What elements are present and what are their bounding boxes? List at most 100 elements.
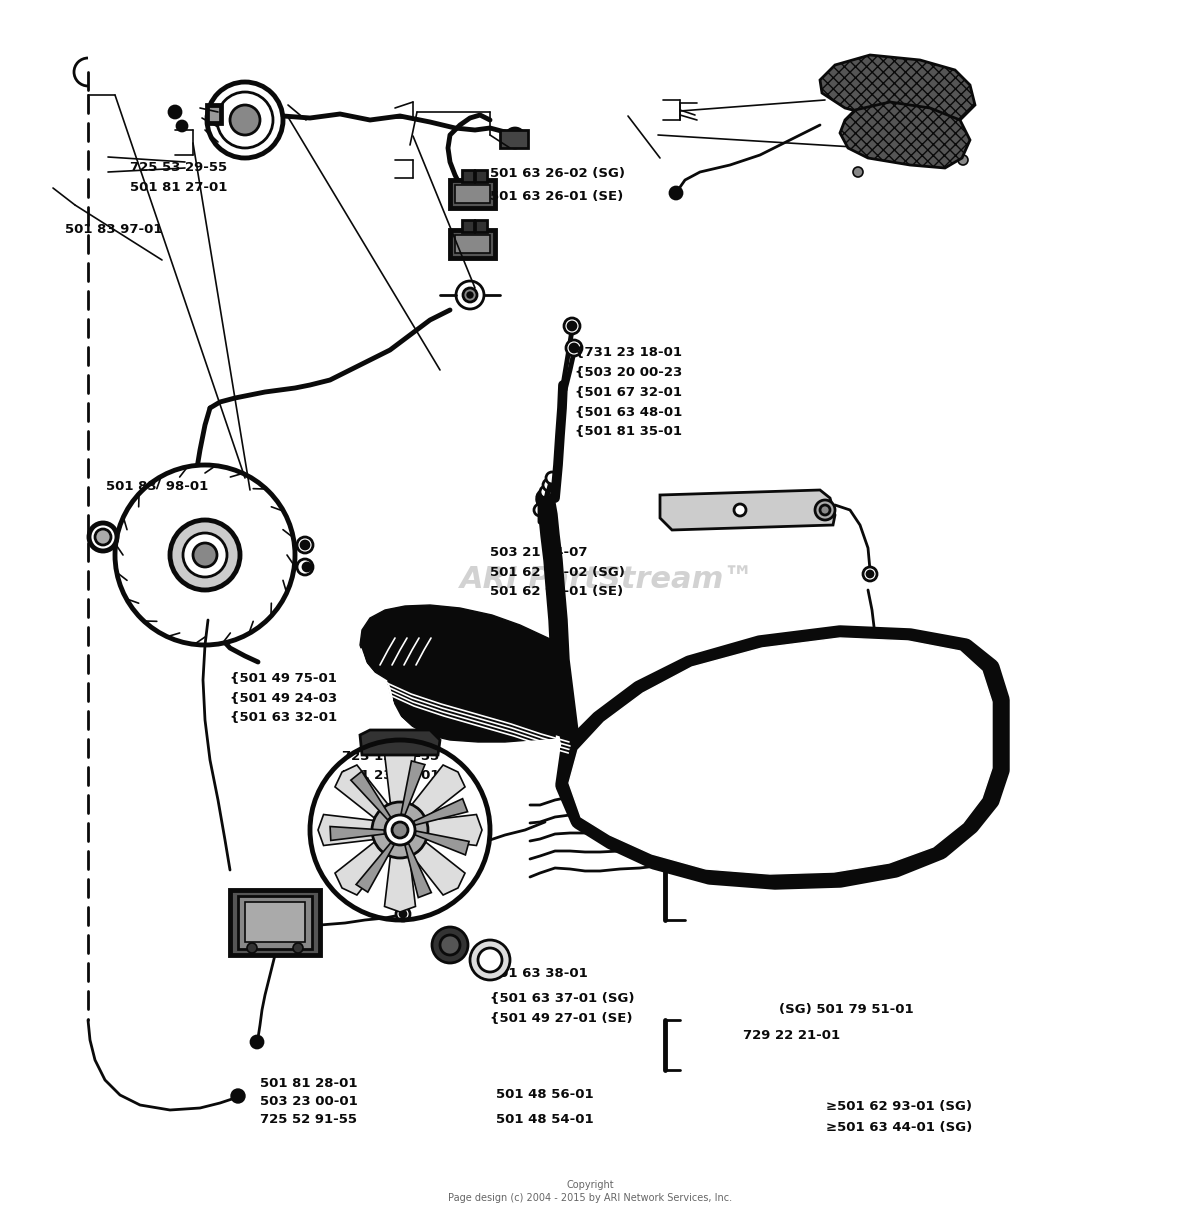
Text: 503 21 14-07: 503 21 14-07 (490, 547, 588, 559)
Bar (229, 543, 266, 567)
Circle shape (293, 943, 303, 953)
Text: 725 53 29-55: 725 53 29-55 (130, 161, 227, 173)
Circle shape (247, 943, 257, 953)
Circle shape (867, 571, 873, 577)
Circle shape (568, 322, 576, 330)
Circle shape (670, 187, 682, 199)
Text: 501 62 90-02 (SG): 501 62 90-02 (SG) (490, 566, 624, 578)
Polygon shape (405, 844, 432, 898)
Bar (463, 221, 474, 231)
Bar (206, 497, 245, 541)
Circle shape (537, 494, 549, 505)
Circle shape (183, 533, 227, 577)
Circle shape (194, 543, 217, 567)
Text: 501 81 27-01: 501 81 27-01 (130, 182, 228, 194)
Circle shape (570, 344, 578, 351)
Text: 731 23 10-01: 731 23 10-01 (342, 770, 440, 782)
Text: {501 49 24-03: {501 49 24-03 (230, 692, 337, 704)
Text: {501 67 32-01: {501 67 32-01 (575, 387, 682, 399)
Bar (455, 185, 490, 202)
Circle shape (853, 167, 863, 177)
Text: 725 52 91-55: 725 52 91-55 (260, 1114, 356, 1126)
Circle shape (297, 559, 313, 574)
Text: {501 63 37-01 (SG): {501 63 37-01 (SG) (490, 993, 634, 1005)
Circle shape (230, 105, 260, 135)
Bar (238, 896, 312, 949)
Circle shape (170, 520, 240, 590)
Circle shape (872, 635, 878, 641)
Circle shape (564, 318, 581, 335)
Circle shape (372, 802, 428, 858)
Circle shape (251, 1036, 263, 1048)
Circle shape (535, 504, 546, 516)
Text: 501 83 97-01: 501 83 97-01 (65, 223, 163, 235)
Text: 501 83  98-01: 501 83 98-01 (106, 480, 209, 492)
Polygon shape (350, 771, 391, 819)
Text: 501 48 56-01: 501 48 56-01 (496, 1088, 594, 1100)
Bar (206, 104, 222, 124)
Text: {501 81 35-01: {501 81 35-01 (575, 425, 682, 438)
Polygon shape (360, 730, 440, 755)
Text: Copyright: Copyright (566, 1180, 614, 1190)
Polygon shape (360, 605, 568, 738)
Polygon shape (415, 831, 470, 854)
Circle shape (432, 927, 468, 964)
Text: ≥501 62 93-01 (SG): ≥501 62 93-01 (SG) (826, 1100, 972, 1113)
Polygon shape (840, 102, 970, 168)
Polygon shape (335, 842, 388, 894)
Text: {503 20 00-23: {503 20 00-23 (575, 366, 682, 378)
Text: 501 63 26-02 (SG): 501 63 26-02 (SG) (490, 167, 624, 179)
Circle shape (217, 92, 273, 148)
Text: 723 12 22-55: 723 12 22-55 (342, 750, 439, 762)
Circle shape (169, 105, 181, 118)
Polygon shape (385, 857, 415, 911)
Circle shape (478, 948, 502, 972)
Bar (245, 902, 304, 942)
Bar (164, 497, 203, 541)
Circle shape (510, 133, 520, 143)
Text: ≥501 63 44-01 (SG): ≥501 63 44-01 (SG) (826, 1121, 972, 1133)
Circle shape (470, 941, 510, 981)
Circle shape (303, 564, 312, 571)
Bar (206, 570, 245, 613)
Circle shape (455, 281, 484, 309)
Circle shape (566, 341, 582, 356)
Circle shape (815, 501, 835, 520)
Polygon shape (401, 761, 425, 814)
Bar (450, 181, 494, 208)
Circle shape (467, 292, 473, 298)
Text: Page design (c) 2004 - 2015 by ARI Network Services, Inc.: Page design (c) 2004 - 2015 by ARI Netwo… (448, 1193, 732, 1204)
Text: 501 62 90-01 (SE): 501 62 90-01 (SE) (490, 585, 623, 598)
Circle shape (396, 907, 409, 921)
Polygon shape (426, 814, 481, 846)
Circle shape (546, 471, 558, 484)
Polygon shape (317, 814, 374, 846)
Polygon shape (412, 765, 465, 818)
Circle shape (301, 541, 309, 549)
Circle shape (400, 911, 406, 917)
Circle shape (734, 504, 746, 516)
Text: {731 23 18-01: {731 23 18-01 (575, 347, 682, 359)
Text: 503 23 00-01: 503 23 00-01 (260, 1096, 358, 1108)
Polygon shape (388, 628, 558, 742)
Text: (SG) 501 79 51-01: (SG) 501 79 51-01 (779, 1004, 913, 1016)
Circle shape (177, 121, 186, 131)
Circle shape (96, 528, 111, 545)
Text: {501 49 75-01: {501 49 75-01 (230, 673, 337, 685)
Polygon shape (413, 799, 467, 825)
Circle shape (392, 822, 408, 837)
Circle shape (231, 1090, 245, 1103)
Text: {501 49 27-01 (SE): {501 49 27-01 (SE) (490, 1012, 632, 1024)
Bar (164, 570, 203, 613)
Text: {501 63 48-01: {501 63 48-01 (575, 406, 682, 418)
Polygon shape (335, 765, 388, 818)
Bar (463, 170, 474, 182)
Circle shape (958, 155, 968, 165)
Circle shape (540, 486, 552, 498)
Polygon shape (565, 635, 999, 880)
Polygon shape (569, 638, 992, 874)
Bar (145, 543, 181, 567)
Polygon shape (412, 842, 465, 894)
Bar (476, 221, 487, 231)
Text: {501 63 32-01: {501 63 32-01 (230, 711, 337, 724)
